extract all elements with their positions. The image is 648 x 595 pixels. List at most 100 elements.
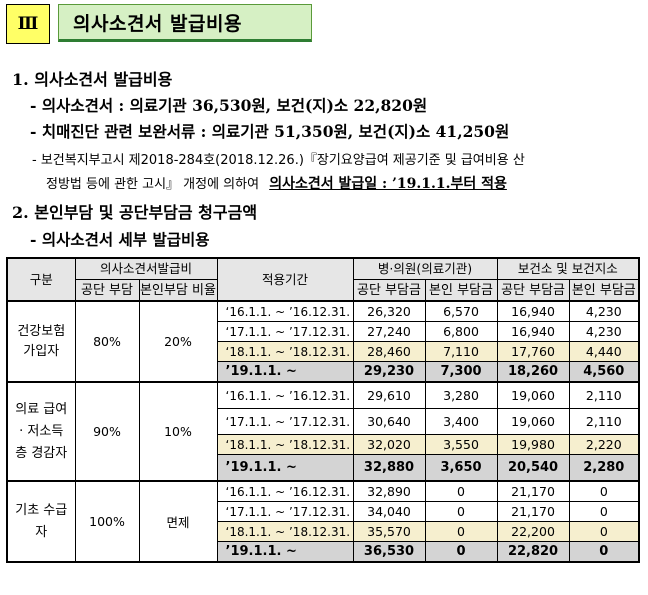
- cell-period: ’19.1.1. ~: [216, 454, 354, 482]
- cell-center-self: 2,220: [568, 434, 640, 455]
- th-public-ratio: 공단 부담: [74, 279, 140, 302]
- th-health-center: 보건소 및 보건지소: [496, 257, 640, 280]
- sec2-heading: 2. 본인부담 및 공단부담금 청구금액: [12, 203, 258, 222]
- cell-hospital-public: 35,570: [352, 521, 426, 542]
- group-self-ratio: 20%: [138, 300, 218, 383]
- cell-hospital-self: 7,300: [424, 361, 498, 383]
- cell-hospital-public: 29,230: [352, 361, 426, 383]
- cell-hospital-self: 0: [424, 541, 498, 563]
- cell-period: ‘18.1.1. ~ ’18.12.31.: [216, 434, 354, 455]
- table-row: ‘18.1.1. ~ ’18.12.31. 35,570 0 22,200 0: [7, 521, 640, 542]
- th-issue-cost: 의사소견서발급비: [74, 257, 218, 280]
- sec1-bullet-opinion-cost: - 의사소견서 : 의료기관 36,530원, 보건(지)소 22,820원: [30, 96, 428, 115]
- cell-period: ‘18.1.1. ~ ’18.12.31.: [216, 341, 354, 362]
- group-public-ratio: 80%: [74, 300, 140, 383]
- cell-center-self: 4,230: [568, 300, 640, 322]
- th-period: 적용기간: [216, 257, 354, 302]
- table-row: ‘18.1.1. ~ ’18.12.31. 28,460 7,110 17,76…: [7, 341, 640, 362]
- cell-center-self: 2,110: [568, 408, 640, 435]
- th-hospital-public: 공단 부담금: [352, 279, 426, 302]
- cell-hospital-self: 3,280: [424, 381, 498, 409]
- group-label: 기초 수급자: [6, 480, 76, 563]
- table-row: 건강보험 가입자 80% 20% ‘16.1.1. ~ ’16.12.31. 2…: [6, 300, 640, 383]
- cell-center-public: 19,060: [496, 381, 570, 409]
- group-public-ratio: 90%: [74, 381, 140, 482]
- cell-period: ‘18.1.1. ~ ’18.12.31.: [216, 521, 354, 542]
- table-row: ‘17.1.1. ~ ’17.12.31. 34,040 0 21,170 0: [7, 501, 640, 522]
- cell-center-public: 19,060: [496, 408, 570, 435]
- cell-hospital-public: 34,040: [352, 501, 426, 522]
- section-header: Ⅲ 의사소견서 발급비용: [6, 4, 314, 44]
- cell-hospital-public: 29,610: [352, 381, 426, 409]
- cell-hospital-self: 0: [424, 480, 498, 502]
- th-self-ratio: 본인부담 비율: [138, 279, 218, 302]
- cell-center-public: 20,540: [496, 454, 570, 482]
- cell-center-public: 16,940: [496, 321, 570, 342]
- table-row: ‘18.1.1. ~ ’18.12.31. 32,020 3,550 19,98…: [7, 434, 640, 455]
- cell-hospital-self: 6,570: [424, 300, 498, 322]
- cell-period: ‘16.1.1. ~ ’16.12.31.: [216, 480, 354, 502]
- sec1-bullet-dementia-cost: - 치매진단 관련 보완서류 : 의료기관 51,350원, 보건(지)소 41…: [30, 122, 510, 141]
- group-label: 건강보험 가입자: [6, 300, 76, 383]
- cell-center-public: 21,170: [496, 501, 570, 522]
- cell-hospital-public: 32,020: [352, 434, 426, 455]
- cell-center-public: 21,170: [496, 480, 570, 502]
- table-row: 기초 수급자 100% 면제 ‘16.1.1. ~ ’16.12.31. 32,…: [6, 480, 640, 563]
- cell-hospital-self: 7,110: [424, 341, 498, 362]
- th-center-self: 본인 부담금: [568, 279, 640, 302]
- cell-hospital-self: 0: [424, 521, 498, 542]
- cell-center-self: 2,280: [568, 454, 640, 482]
- th-hospital-self: 본인 부담금: [424, 279, 498, 302]
- cell-center-public: 22,820: [496, 541, 570, 563]
- group-label: 의료 급여 · 저소득층 경감자: [6, 381, 76, 482]
- table-row: ‘17.1.1. ~ ’17.12.31. 27,240 6,800 16,94…: [7, 321, 640, 342]
- cell-period: ‘17.1.1. ~ ’17.12.31.: [216, 501, 354, 522]
- cell-center-self: 4,440: [568, 341, 640, 362]
- cell-period: ‘17.1.1. ~ ’17.12.31.: [216, 321, 354, 342]
- cell-center-public: 18,260: [496, 361, 570, 383]
- section-title: 의사소견서 발급비용: [58, 4, 312, 42]
- group-self-ratio: 면제: [138, 480, 218, 563]
- cell-center-self: 4,230: [568, 321, 640, 342]
- cell-hospital-public: 36,530: [352, 541, 426, 563]
- cell-center-self: 4,560: [568, 361, 640, 383]
- sec1-heading: 1. 의사소견서 발급비용: [12, 70, 173, 89]
- cell-period: ’19.1.1. ~: [216, 361, 354, 383]
- cell-center-public: 22,200: [496, 521, 570, 542]
- cell-period: ‘16.1.1. ~ ’16.12.31.: [216, 381, 354, 409]
- cell-center-public: 19,980: [496, 434, 570, 455]
- th-hospital: 병·의원(의료기관): [352, 257, 498, 280]
- th-group: 구분: [6, 257, 76, 302]
- table-row: 의료 급여 · 저소득층 경감자 90% 10% ‘16.1.1. ~ ’16.…: [6, 381, 640, 482]
- cell-hospital-public: 27,240: [352, 321, 426, 342]
- cell-hospital-self: 3,400: [424, 408, 498, 435]
- cell-hospital-public: 28,460: [352, 341, 426, 362]
- group-self-ratio: 10%: [138, 381, 218, 482]
- cell-center-self: 0: [568, 541, 640, 563]
- table-row-current: ’19.1.1. ~ 36,530 0 22,820 0: [7, 541, 640, 563]
- sec1-note-line2: 정방법 등에 관한 고시』 개정에 의하여 의사소견서 발급일 : ’19.1.…: [46, 173, 507, 193]
- cell-center-self: 0: [568, 480, 640, 502]
- cell-hospital-public: 30,640: [352, 408, 426, 435]
- cell-hospital-self: 0: [424, 501, 498, 522]
- table-row-current: ’19.1.1. ~ 32,880 3,650 20,540 2,280: [7, 454, 640, 482]
- cell-center-self: 0: [568, 501, 640, 522]
- cell-hospital-public: 26,320: [352, 300, 426, 322]
- table-row-current: ’19.1.1. ~ 29,230 7,300 18,260 4,560: [7, 361, 640, 383]
- cell-center-public: 17,760: [496, 341, 570, 362]
- cost-table: 구분 의사소견서발급비 적용기간 병·의원(의료기관) 보건소 및 보건지소 공…: [6, 257, 641, 563]
- cell-period: ‘17.1.1. ~ ’17.12.31.: [216, 408, 354, 435]
- cell-hospital-public: 32,890: [352, 480, 426, 502]
- cell-hospital-self: 6,800: [424, 321, 498, 342]
- cell-center-self: 2,110: [568, 381, 640, 409]
- cell-center-public: 16,940: [496, 300, 570, 322]
- sec2-bullet-detail: - 의사소견서 세부 발급비용: [30, 230, 210, 249]
- sec1-note-text: 정방법 등에 관한 고시』 개정에 의하여: [46, 177, 260, 192]
- cell-hospital-public: 32,880: [352, 454, 426, 482]
- cell-hospital-self: 3,650: [424, 454, 498, 482]
- section-number: Ⅲ: [6, 4, 50, 44]
- th-center-public: 공단 부담금: [496, 279, 570, 302]
- cell-hospital-self: 3,550: [424, 434, 498, 455]
- sec1-note-emphasis: 의사소견서 발급일 : ’19.1.1.부터 적용: [269, 176, 507, 192]
- cell-center-self: 0: [568, 521, 640, 542]
